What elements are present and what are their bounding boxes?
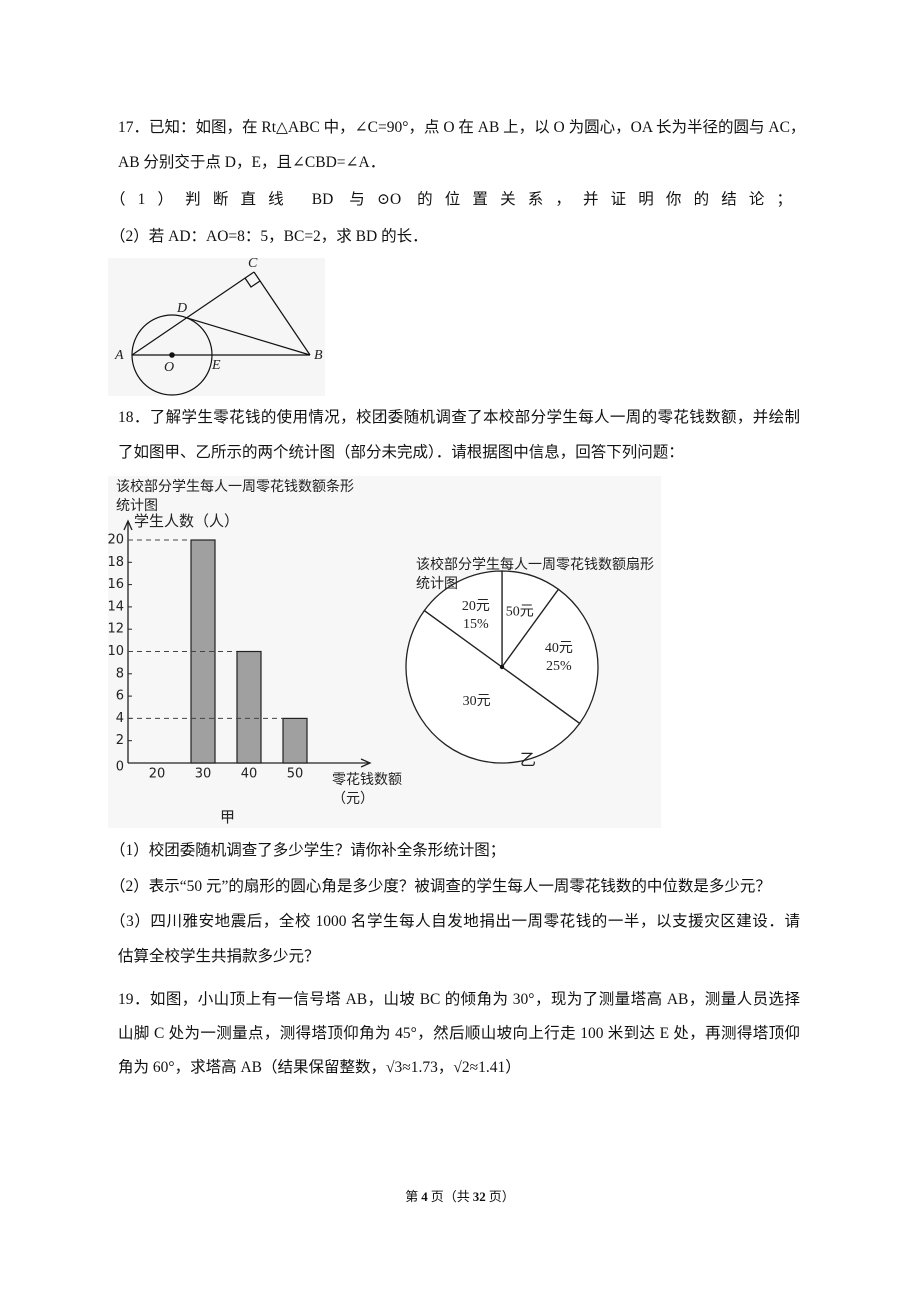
x-axis-arrow (360, 758, 372, 768)
y-tick-label: 14 (107, 599, 124, 614)
text-line: 山脚 C 处为一测量点，测得塔顶仰角为 45°，然后顺山坡向上行走 100 米到… (118, 1025, 800, 1042)
circle-o (131, 314, 213, 396)
figure-17: C D A O E B (114, 256, 323, 396)
text-line: 17．已知：如图，在 Rt△ABC 中，∠C=90°，点 O 在 AB 上，以 … (118, 119, 806, 136)
pie-slice (423, 570, 503, 669)
chart-title: 该校部分学生每人一周零花钱数额条形统计图 (116, 479, 354, 514)
pie-slice (501, 588, 599, 725)
y-tick-label: 20 (107, 533, 124, 548)
slice-label: 40元 (545, 641, 573, 656)
y-axis-arrow (123, 519, 133, 531)
text-line: （2）表示“50 元”的扇形的圆心角是多少度？被调查的学生每人一周零花钱数的中位… (110, 878, 771, 895)
chart-caption: 甲 (220, 808, 236, 826)
page-number: 4 (421, 1189, 428, 1204)
bar (236, 650, 262, 764)
point-label: D (176, 301, 187, 316)
x-tick-label: 20 (149, 767, 166, 782)
text-line: （3）四川雅安地震后，全校 1000 名学生每人自发地捐出一周零花钱的一半，以支… (110, 913, 800, 930)
footer-text: 第 (405, 1189, 419, 1204)
chart-title: 该校部分学生每人一周零花钱数额扇形统计图 (416, 557, 654, 592)
slice-label: 50元 (506, 604, 534, 619)
center-dot (169, 352, 175, 358)
axis-title: 零花钱数额（元） (332, 772, 402, 807)
value-label: 25% (546, 659, 572, 674)
x-tick-label: 30 (195, 767, 212, 782)
text-line: （1）判断直线 BD 与⊙O 的位置关系，并证明你的结论； (110, 191, 792, 208)
right-angle (244, 277, 261, 288)
pie-center (499, 664, 505, 670)
bar (282, 717, 308, 764)
y-tick-label: 6 (116, 689, 124, 704)
text-line: 18．了解学生零花钱的使用情况，校团委随机调查了本校部分学生每人一周的零花钱数额… (118, 409, 800, 426)
slice-label: 30元 (463, 694, 491, 709)
value-label: 15% (463, 617, 489, 632)
y-tick-label: 4 (116, 711, 124, 726)
point-label: A (114, 348, 124, 363)
chart-caption: 乙 (520, 750, 537, 769)
footer-text: 页） (488, 1189, 515, 1204)
pie-slice (405, 609, 581, 764)
page-total: 32 (472, 1189, 486, 1204)
y-tick-label: 12 (107, 622, 124, 637)
text-line: （1）校团委随机调查了多少学生？请你补全条形统计图； (110, 842, 506, 859)
y-tick-label: 8 (116, 666, 124, 681)
text-line: AB 分别交于点 D，E，且∠CBD=∠A． (118, 154, 386, 171)
y-tick-label: 10 (107, 644, 124, 659)
axis-title: 学生人数（人） (134, 512, 240, 530)
point-label: C (248, 256, 258, 271)
text-line: 估算全校学生共捐款多少元？ (118, 948, 320, 965)
text-line: 19．如图，小山顶上有一信号塔 AB，山坡 BC 的倾角为 30°，现为了测量塔… (118, 991, 800, 1008)
point-label: B (314, 348, 323, 363)
x-tick-label: 50 (287, 767, 304, 782)
slice-label: 20元 (462, 599, 490, 614)
footer-text: 页（共 (430, 1189, 470, 1204)
y-tick-label: 0 (116, 760, 124, 775)
line-ac (131, 271, 255, 356)
line-db (186, 317, 311, 356)
y-tick-label: 2 (116, 733, 124, 748)
y-tick-label: 18 (107, 555, 124, 570)
x-tick-label: 40 (241, 767, 258, 782)
point-label: E (211, 358, 221, 373)
text-line: 了如图甲、乙所示的两个统计图（部分未完成）．请根据图中信息，回答下列问题： (118, 444, 684, 461)
point-label: O (164, 360, 174, 375)
footer: 第 4 页（共 32 页） (0, 1186, 920, 1205)
text-line: （2）若 AD：AO=8：5，BC=2，求 BD 的长． (110, 228, 428, 245)
y-tick-label: 16 (107, 577, 124, 592)
line-cb (253, 271, 311, 356)
text-line: 角为 60°，求塔高 AB（结果保留整数，√3≈1.73，√2≈1.41） (118, 1059, 521, 1076)
